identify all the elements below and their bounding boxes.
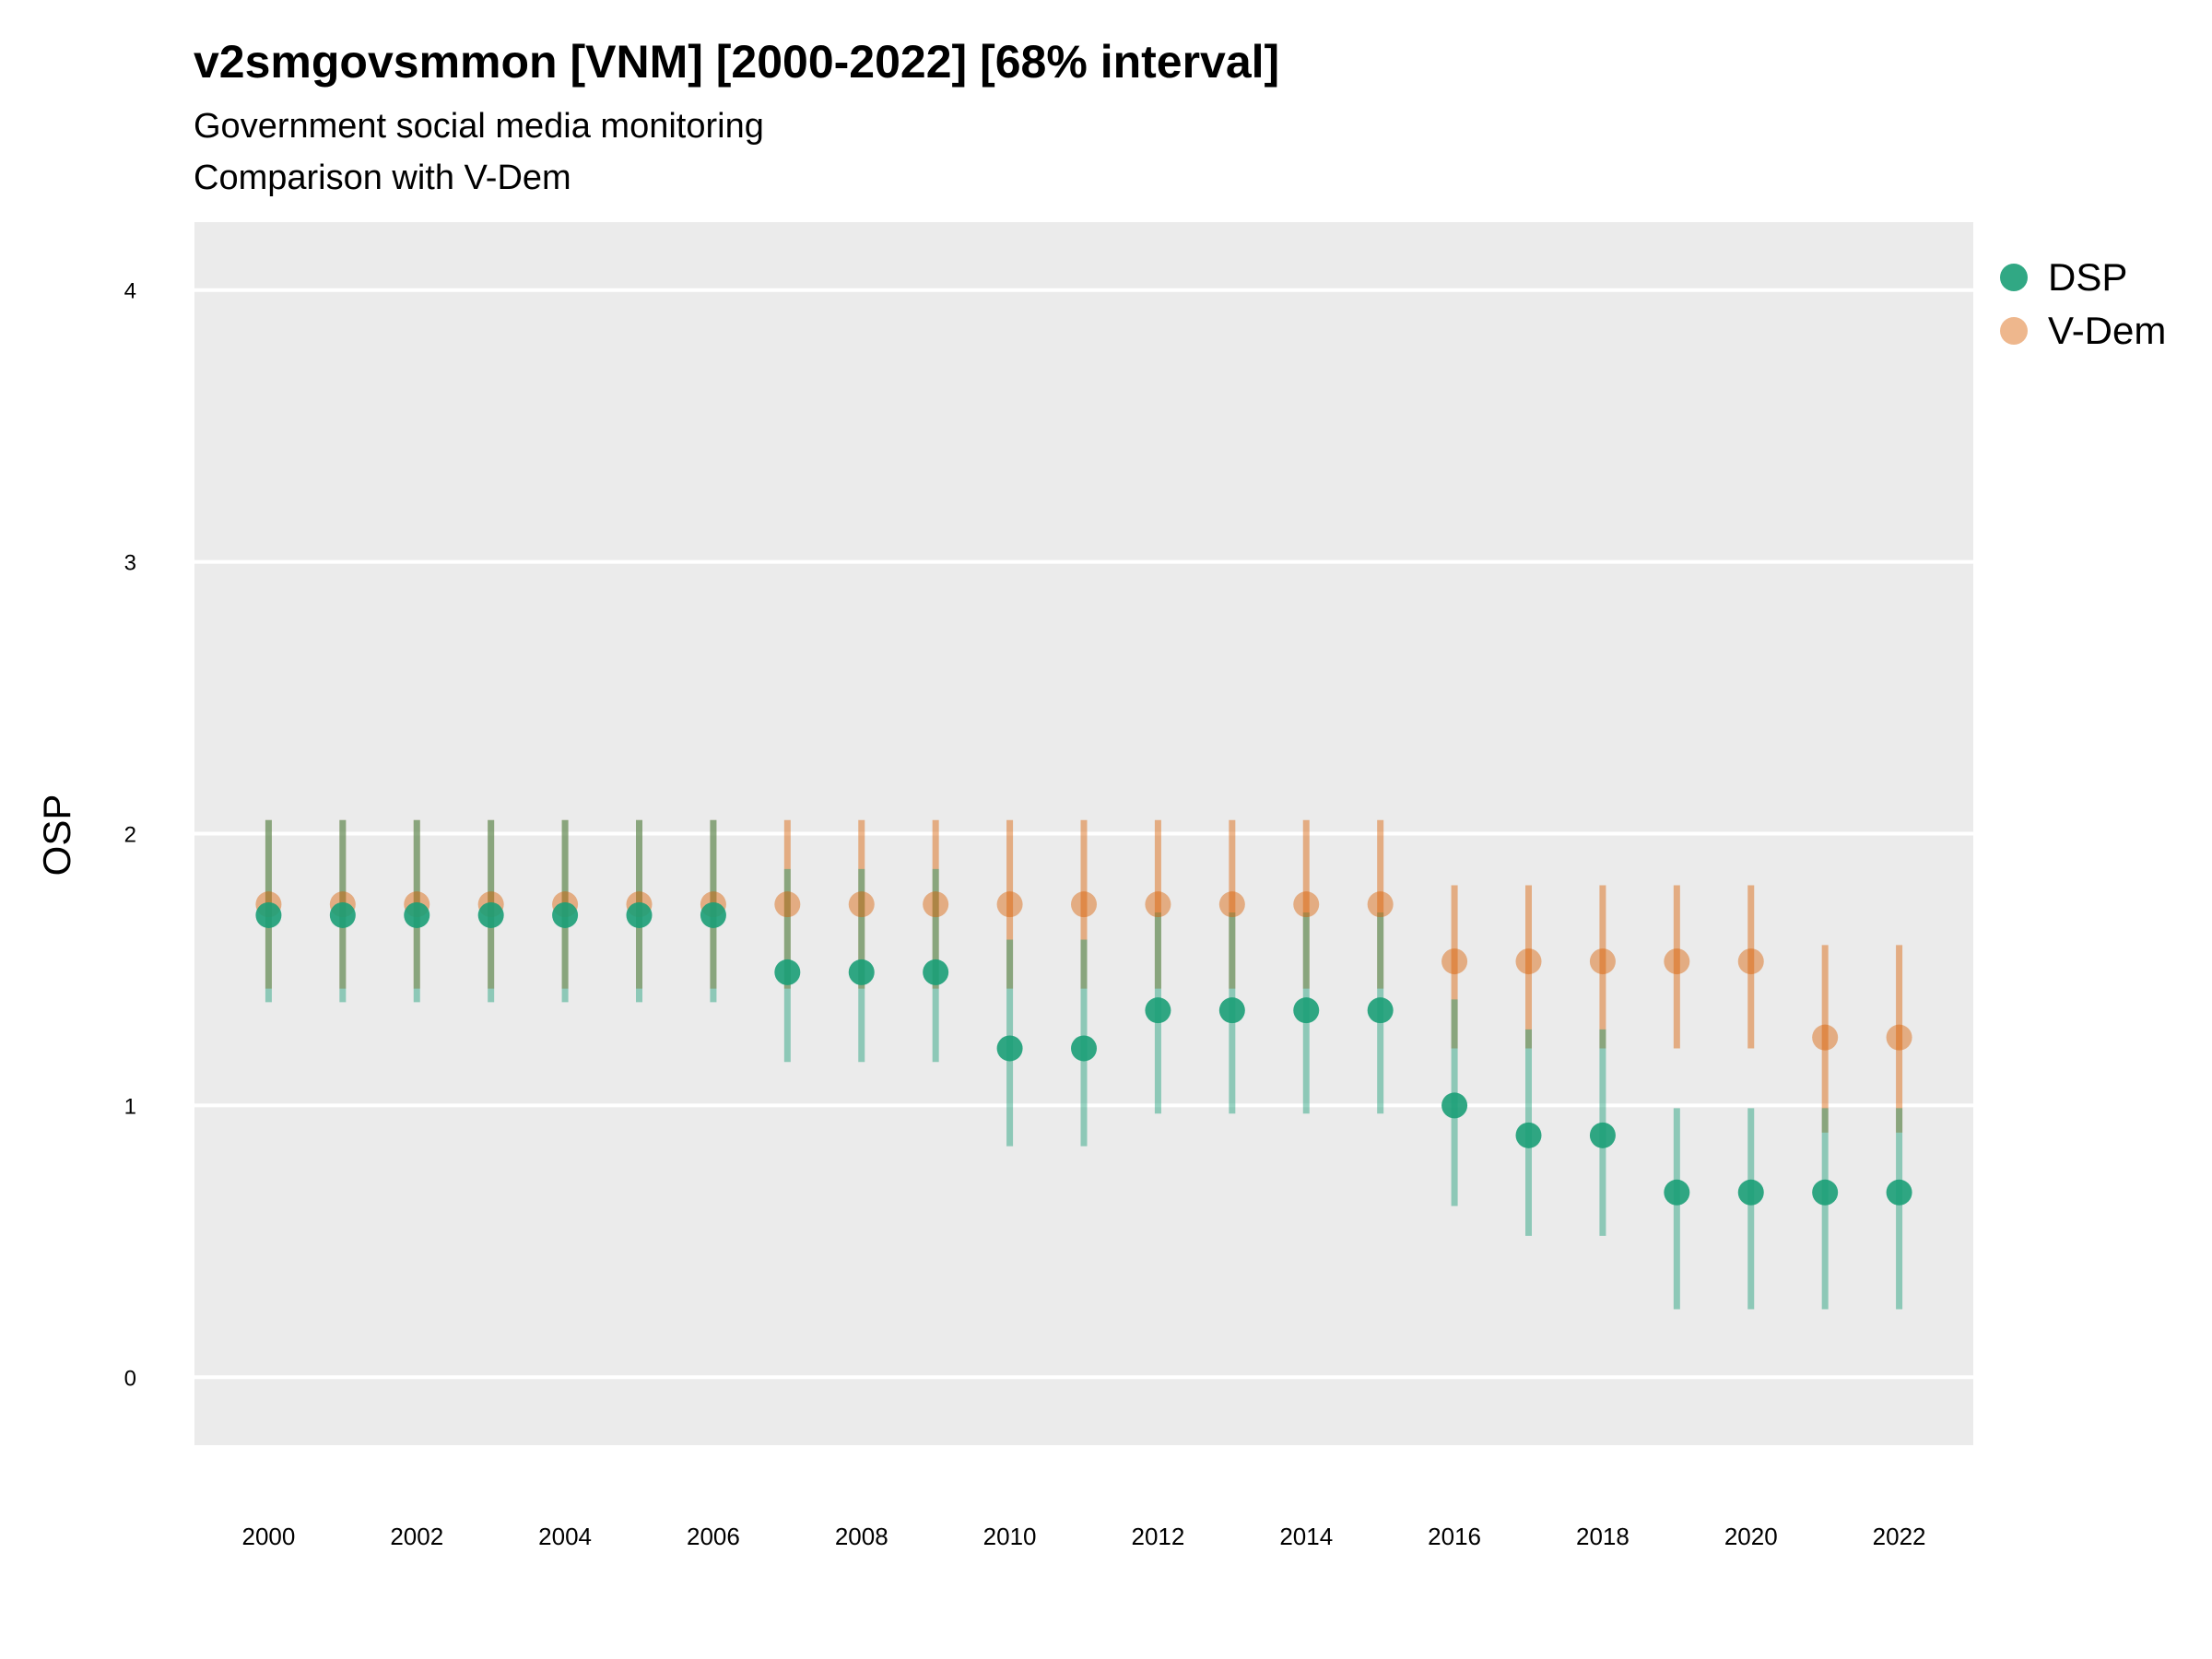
vdem-point-2007 [774, 891, 801, 918]
vdem-point-2010 [996, 891, 1023, 918]
x-tick-label-2018: 2018 [1576, 1523, 1630, 1550]
vdem-point-2015 [1367, 891, 1394, 918]
x-tick-labels: 2000 2002 2004 2006 2008 2010 2012 2014 2016 2018… [241, 1523, 1925, 1550]
x-tick-label-2012: 2012 [1131, 1523, 1184, 1550]
y-tick-labels: 0 1 2 3 4 [124, 279, 136, 1392]
legend-item-dsp: DSP [2000, 251, 2166, 304]
x-tick-label-2006: 2006 [687, 1523, 740, 1550]
dsp-point-2019 [1664, 1179, 1690, 1206]
y-axis-label: OSP [35, 794, 78, 877]
chart-subtitle-comparison: Comparison with V-Dem [194, 159, 571, 197]
x-tick-label-2004: 2004 [538, 1523, 592, 1550]
y-tick-label-0: 0 [124, 1366, 136, 1391]
dsp-point-2013 [1218, 997, 1245, 1024]
vdem-point-2016 [1441, 948, 1468, 975]
y-tick-label-3: 3 [124, 551, 136, 576]
legend: DSP V-Dem [2000, 251, 2166, 358]
legend-item-vdem: V-Dem [2000, 304, 2166, 358]
vdem-point-2021 [1812, 1024, 1839, 1051]
x-tick-label-2020: 2020 [1724, 1523, 1778, 1550]
x-tick-label-2014: 2014 [1279, 1523, 1333, 1550]
dsp-point-2017 [1515, 1122, 1542, 1148]
y-tick-label-4: 4 [124, 279, 136, 304]
dsp-point-2016 [1441, 1092, 1468, 1119]
vdem-point-2014 [1293, 891, 1320, 918]
vdem-point-2019 [1664, 948, 1690, 975]
dsp-point-2002 [404, 901, 430, 928]
dsp-point-2015 [1367, 997, 1394, 1024]
legend-dsp-label: DSP [2048, 255, 2128, 299]
dsp-point-2021 [1812, 1179, 1839, 1206]
dsp-point-2010 [996, 1035, 1023, 1062]
dsp-point-2018 [1589, 1122, 1616, 1148]
dsp-point-2000 [255, 901, 282, 928]
x-tick-label-2000: 2000 [241, 1523, 295, 1550]
vdem-point-2018 [1589, 948, 1616, 975]
dsp-point-2009 [923, 959, 949, 985]
chart-title: v2smgovsmmon [VNM] [2000-2022] [68% inte… [194, 36, 1280, 88]
vdem-point-2017 [1515, 948, 1542, 975]
vdem-point-2008 [848, 891, 875, 918]
dsp-point-2011 [1071, 1035, 1097, 1062]
dsp-point-2008 [848, 959, 875, 985]
legend-vdem-dot-icon [2000, 317, 2028, 345]
vdem-point-2013 [1218, 891, 1245, 918]
dsp-points [255, 901, 1912, 1206]
dsp-point-2006 [700, 901, 726, 928]
x-tick-label-2016: 2016 [1428, 1523, 1481, 1550]
y-tick-label-2: 2 [124, 823, 136, 848]
vdem-point-2022 [1886, 1024, 1912, 1051]
dsp-point-2012 [1145, 997, 1171, 1024]
vdem-point-2011 [1071, 891, 1097, 918]
grid-lines [194, 288, 1973, 1380]
dsp-point-2022 [1886, 1179, 1912, 1206]
dsp-point-2014 [1293, 997, 1320, 1024]
x-tick-label-2010: 2010 [983, 1523, 1037, 1550]
y-tick-label-1: 1 [124, 1094, 136, 1119]
legend-vdem-label: V-Dem [2048, 309, 2167, 352]
x-tick-label-2008: 2008 [835, 1523, 888, 1550]
dsp-point-2020 [1737, 1179, 1764, 1206]
vdem-point-2020 [1737, 948, 1764, 975]
legend-dsp-dot-icon [2000, 264, 2028, 291]
dsp-point-2007 [774, 959, 801, 985]
dsp-point-2005 [626, 901, 653, 928]
vdem-point-2009 [923, 891, 949, 918]
dsp-point-2001 [329, 901, 356, 928]
chart-subtitle: Government social media monitoring [194, 107, 764, 146]
x-tick-label-2022: 2022 [1873, 1523, 1926, 1550]
x-tick-label-2002: 2002 [390, 1523, 443, 1550]
vdem-point-2012 [1145, 891, 1171, 918]
dsp-point-2003 [477, 901, 504, 928]
dsp-point-2004 [552, 901, 579, 928]
